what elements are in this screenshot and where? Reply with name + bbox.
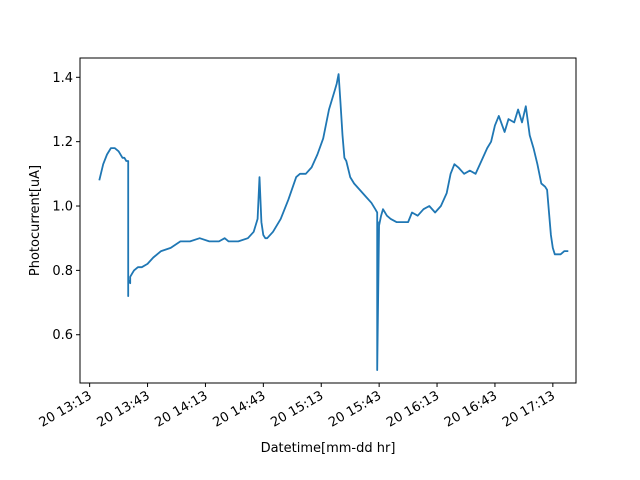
axes-frame [79, 57, 577, 384]
y-tick-label: 0.6 [52, 328, 73, 343]
y-tick-label: 0.8 [52, 264, 73, 279]
y-tick-label: 1.2 [52, 135, 73, 150]
series-line-layer [98, 73, 569, 372]
y-axis-label: Photocurrent[uA] [28, 165, 43, 276]
series-line-0 [98, 73, 569, 372]
y-tick-label: 1.4 [52, 71, 73, 86]
y-tick-label: 1.0 [52, 200, 73, 215]
x-axis-label: Datetime[mm-dd hr] [261, 441, 396, 456]
y-axis: 0.6 0.8 1.0 1.2 1.4 [52, 71, 80, 343]
